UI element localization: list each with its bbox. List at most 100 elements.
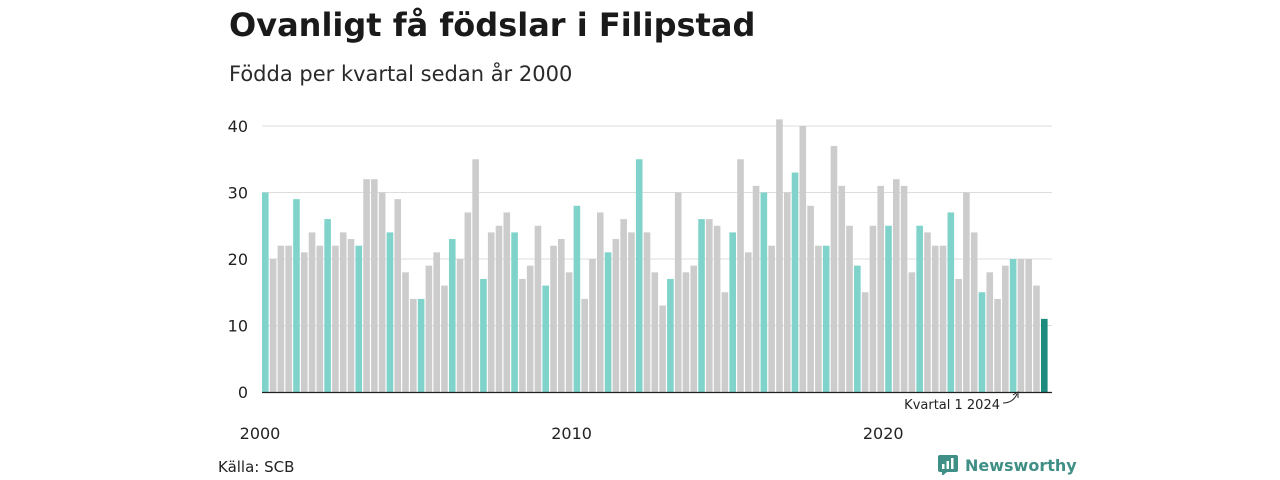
annotation-label: Kvartal 1 2024 xyxy=(904,398,1000,413)
bar xyxy=(970,232,978,392)
bar xyxy=(869,225,877,392)
bar xyxy=(815,245,822,392)
bar xyxy=(635,159,643,392)
bar xyxy=(994,298,1001,392)
bar xyxy=(604,252,612,392)
bar xyxy=(799,126,807,392)
bar xyxy=(768,245,775,392)
bar xyxy=(674,192,682,392)
bar xyxy=(293,199,300,392)
bar xyxy=(589,259,596,392)
x-tick-label: 2020 xyxy=(863,424,904,443)
bar xyxy=(300,252,308,392)
bar xyxy=(565,272,573,392)
bar xyxy=(791,172,799,392)
bar xyxy=(737,159,744,392)
chart-subtitle: Födda per kvartal sedan år 2000 xyxy=(229,62,573,86)
bar xyxy=(643,232,651,392)
bar xyxy=(651,272,659,392)
bar xyxy=(924,232,931,392)
newsworthy-logo: Newsworthy xyxy=(938,455,1077,475)
bar xyxy=(931,245,939,392)
bar xyxy=(916,225,923,392)
bar xyxy=(519,278,526,392)
bar xyxy=(721,292,729,392)
bar xyxy=(698,219,705,392)
bar xyxy=(986,272,994,392)
bar xyxy=(955,278,962,392)
y-tick-label: 30 xyxy=(228,184,248,203)
source-label: Källa: SCB xyxy=(218,458,295,476)
bar xyxy=(1033,285,1040,392)
bar xyxy=(503,212,511,392)
bar xyxy=(822,245,830,392)
bar xyxy=(363,179,370,392)
bar xyxy=(885,225,892,392)
bar xyxy=(900,185,908,392)
bar xyxy=(612,239,620,392)
bar xyxy=(861,292,869,392)
bar xyxy=(1002,265,1009,392)
bar xyxy=(495,225,503,392)
bar xyxy=(277,245,285,392)
bar xyxy=(371,179,378,392)
bar xyxy=(573,205,581,392)
bar xyxy=(947,212,955,392)
bar xyxy=(752,185,760,392)
bar xyxy=(402,272,409,392)
bar xyxy=(908,272,916,392)
annotation-arrowhead xyxy=(1012,391,1019,398)
bar xyxy=(667,278,674,392)
bar xyxy=(332,245,339,392)
bar xyxy=(620,219,627,392)
bar xyxy=(526,265,534,392)
bar xyxy=(316,245,324,392)
bar xyxy=(269,259,277,392)
bar xyxy=(581,298,588,392)
bar xyxy=(441,285,448,392)
bar xyxy=(807,205,814,392)
bar xyxy=(838,185,846,392)
brand-name: Newsworthy xyxy=(965,455,1077,475)
bar xyxy=(448,239,456,392)
bar xyxy=(262,192,269,392)
bar xyxy=(939,245,947,392)
bar xyxy=(978,292,986,392)
bar xyxy=(760,192,768,392)
bar xyxy=(534,225,542,392)
bar xyxy=(410,298,417,392)
bar xyxy=(877,185,885,392)
bar xyxy=(542,285,550,392)
bar xyxy=(776,119,783,392)
bar xyxy=(511,232,518,392)
bar xyxy=(596,212,604,392)
annotation-arrow xyxy=(1002,393,1018,404)
bar xyxy=(378,192,386,392)
x-tick-label: 2010 xyxy=(551,424,592,443)
x-tick-label: 2000 xyxy=(240,424,281,443)
bar xyxy=(394,199,402,392)
bar xyxy=(1009,259,1017,392)
bar xyxy=(846,225,853,392)
bar xyxy=(464,212,472,392)
bar xyxy=(425,265,433,392)
bar xyxy=(628,232,635,392)
newsworthy-logo-icon xyxy=(938,455,958,475)
bar xyxy=(308,232,316,392)
bar xyxy=(417,298,425,392)
bar xyxy=(339,232,347,392)
bar xyxy=(433,252,440,392)
bar xyxy=(355,245,363,392)
bar xyxy=(472,159,479,392)
bar xyxy=(659,305,666,392)
chart-title: Ovanligt få födslar i Filipstad xyxy=(229,6,756,44)
bar xyxy=(324,219,331,392)
bar xyxy=(347,239,355,392)
bar xyxy=(854,265,861,392)
bar xyxy=(892,179,900,392)
bar xyxy=(682,272,690,392)
bar xyxy=(558,239,565,392)
bar xyxy=(690,265,698,392)
bar xyxy=(729,232,736,392)
